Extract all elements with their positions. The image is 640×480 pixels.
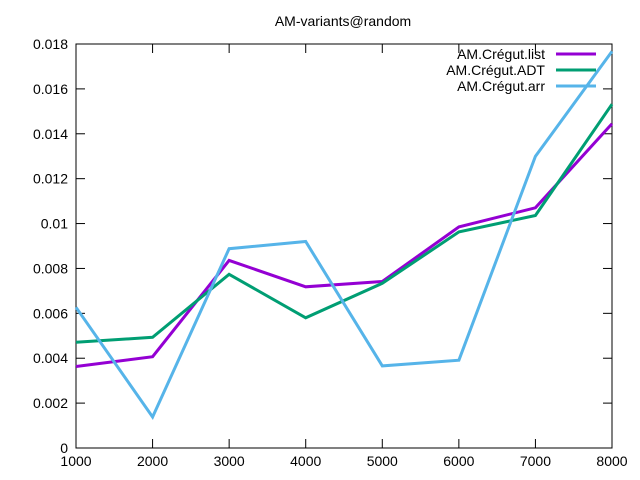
x-tick-label: 3000: [214, 453, 245, 469]
legend-label-1: AM.Crégut.list: [457, 46, 545, 62]
y-tick-label: 0.01: [41, 216, 68, 232]
legend-label-3: AM.Crégut.arr: [457, 78, 545, 94]
y-tick-label: 0.018: [33, 36, 68, 52]
x-tick-label: 7000: [520, 453, 551, 469]
series-layer: [74, 50, 614, 421]
y-tick-label: 0.012: [33, 171, 68, 187]
plot-border: [75, 43, 613, 449]
y-tick-label: 0: [60, 440, 68, 456]
x-tick-label: 8000: [596, 453, 627, 469]
y-tick-label: 0.008: [33, 260, 68, 276]
series-line-2: [75, 103, 614, 344]
x-tick-label: 5000: [367, 453, 398, 469]
y-tick-label: 0.014: [33, 126, 68, 142]
series-line-3: [74, 50, 614, 421]
x-tick-label: 6000: [443, 453, 474, 469]
chart-title: AM-variants@random: [275, 13, 411, 29]
y-tick-label: 0.006: [33, 305, 68, 321]
axes: 0 0.002 0.004 0.006 0.008 0.01 0.012 0.014 0.016…: [33, 36, 628, 469]
y-tick-label: 0.004: [33, 350, 68, 366]
y-tick-label: 0.002: [33, 395, 68, 411]
legend-label-2: AM.Crégut.ADT: [446, 62, 545, 78]
series-line-1: [75, 122, 614, 368]
x-tick-label: 1000: [60, 453, 91, 469]
y-tick-label: 0.016: [33, 81, 68, 97]
x-tick-label: 4000: [290, 453, 321, 469]
x-tick-label: 2000: [137, 453, 168, 469]
